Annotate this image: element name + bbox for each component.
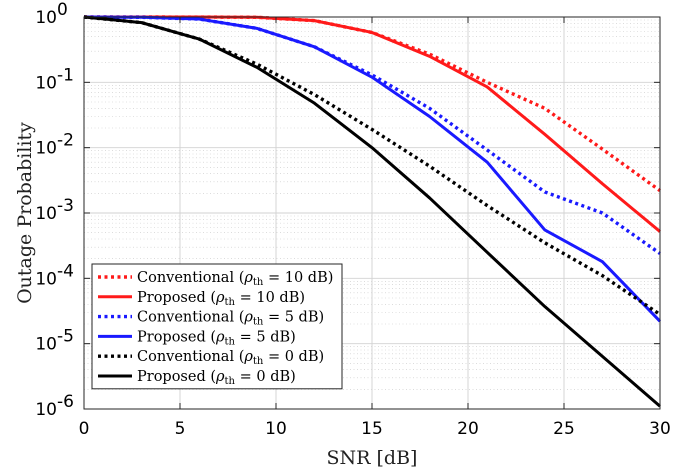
- x-tick-label: 15: [361, 419, 383, 439]
- y-tick-exponent: -5: [57, 327, 74, 347]
- y-tick-label: 10: [35, 204, 57, 224]
- axis-ticks: [83, 16, 661, 410]
- legend: Conventional (ρth = 10 dB) Proposed (ρth …: [91, 263, 343, 390]
- y-tick-exponent: -6: [57, 392, 74, 412]
- y-tick-label: 10: [35, 73, 57, 93]
- y-axis-title: Outage Probability: [14, 122, 36, 304]
- legend-entry-4: Proposed (ρth = 5 dB): [137, 329, 296, 347]
- legend-box: [91, 263, 343, 390]
- x-tick-label: 30: [649, 419, 671, 439]
- legend-entry-1: Conventional (ρth = 10 dB): [137, 270, 333, 288]
- y-tick-exponent: 0: [57, 0, 68, 20]
- legend-entry-5: Conventional (ρth = 0 dB): [137, 349, 324, 367]
- x-tick-label: 5: [175, 419, 186, 439]
- legend-entry-2: Proposed (ρth = 10 dB): [137, 290, 305, 308]
- y-tick-label: 10: [35, 400, 57, 420]
- legend-entry-3: Conventional (ρth = 5 dB): [137, 310, 324, 328]
- x-tick-label: 0: [79, 419, 90, 439]
- series-line-6: [83, 15, 661, 408]
- y-tick-label: 10: [35, 269, 57, 289]
- legend-entry-6: Proposed (ρth = 0 dB): [137, 369, 296, 387]
- y-tick-exponent: -1: [57, 65, 74, 85]
- y-tick-label: 10: [35, 139, 57, 159]
- x-tick-labels: 0 5 10 15 20 25 30: [79, 419, 671, 439]
- series-line-3: [83, 15, 661, 255]
- y-tick-label: 10: [35, 8, 57, 28]
- x-axis-title: SNR [dB]: [327, 447, 418, 469]
- x-tick-label: 10: [265, 419, 287, 439]
- x-tick-label: 20: [457, 419, 479, 439]
- x-tick-label: 25: [553, 419, 575, 439]
- y-tick-exponent: -3: [57, 196, 74, 216]
- y-tick-label: 10: [35, 335, 57, 355]
- y-tick-exponent: -4: [57, 261, 74, 281]
- y-tick-exponent: -2: [57, 131, 74, 151]
- series-line-1: [84, 15, 661, 193]
